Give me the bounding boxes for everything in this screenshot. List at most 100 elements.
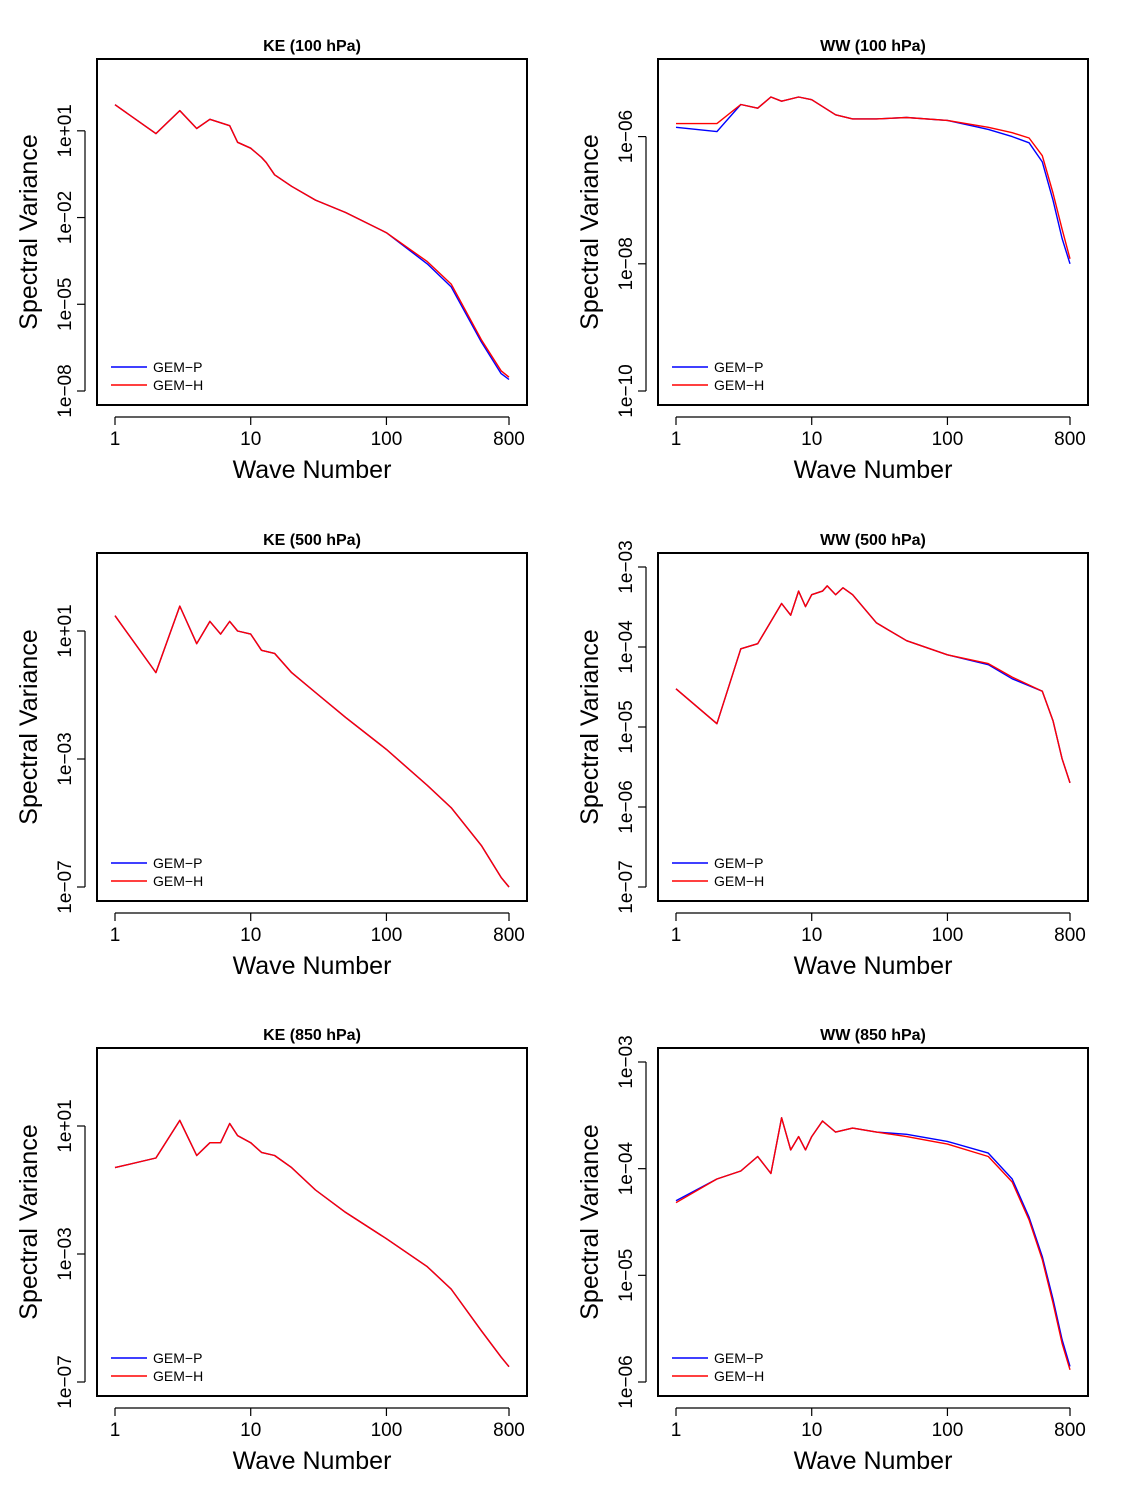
x-tick-label: 10: [240, 925, 261, 946]
plot-frame: [657, 1047, 1089, 1397]
y-tick-label: 1e−03: [55, 732, 76, 785]
legend-label: GEM−P: [714, 855, 763, 871]
chart-title: KE (850 hPa): [263, 1027, 361, 1044]
x-tick-label: 100: [371, 429, 403, 450]
series-line-gem-p: [675, 96, 1071, 265]
chart-panel-5: KE (850 hPa) 1 10 100 800 Wave Number 1e−07 1e−…: [15, 1027, 528, 1475]
x-tick-label: 1: [110, 1420, 121, 1441]
y-tick-label: 1e−07: [55, 860, 76, 913]
y-tick-label: 1e−04: [616, 620, 637, 674]
x-tick-label: 1: [110, 429, 121, 450]
y-axis-label: Spectral Variance: [15, 1124, 43, 1319]
x-tick-label: 10: [801, 1420, 822, 1441]
chart-title: KE (100 hPa): [263, 38, 361, 55]
plot-frame: [96, 1047, 528, 1397]
y-tick-label: 1e−06: [616, 780, 637, 833]
y-tick-label: 1e+01: [55, 104, 76, 157]
y-axis-label: Spectral Variance: [576, 134, 604, 329]
chart-title: WW (100 hPa): [820, 38, 926, 55]
chart-title: KE (500 hPa): [263, 532, 361, 549]
x-axis-label: Wave Number: [794, 952, 953, 980]
y-tick-label: 1e−06: [616, 1355, 637, 1408]
x-tick-label: 800: [1054, 1420, 1086, 1441]
legend-label: GEM−H: [714, 873, 764, 889]
series-line-gem-h: [114, 605, 510, 888]
y-tick-label: 1e+01: [55, 604, 76, 657]
legend-label: GEM−P: [153, 359, 202, 375]
series-line-gem-p: [114, 1119, 510, 1368]
x-tick-label: 800: [493, 1420, 525, 1441]
x-tick-label: 800: [493, 925, 525, 946]
y-tick-label: 1e−05: [616, 1249, 637, 1302]
x-tick-label: 800: [493, 429, 525, 450]
legend-label: GEM−H: [714, 377, 764, 393]
legend-label: GEM−P: [153, 1350, 202, 1366]
y-tick-label: 1e−04: [616, 1142, 637, 1196]
chart-panel-2: WW (100 hPa) 1 10 100 800 Wave Number 1e−10 1e−…: [576, 38, 1089, 484]
series-line-gem-p: [114, 605, 510, 888]
legend-label: GEM−P: [714, 1350, 763, 1366]
y-tick-label: 1e−08: [616, 237, 637, 290]
y-tick-label: 1e−03: [55, 1227, 76, 1280]
y-tick-label: 1e−07: [55, 1355, 76, 1408]
plot-frame: [96, 58, 528, 406]
plot-frame: [657, 58, 1089, 406]
legend-label: GEM−H: [153, 873, 203, 889]
legend-label: GEM−H: [153, 377, 203, 393]
series-line-gem-h: [675, 585, 1071, 784]
series-line-gem-p: [114, 104, 510, 381]
y-tick-label: 1e+01: [55, 1099, 76, 1152]
chart-panel-6: WW (850 hPa) 1 10 100 800 Wave Number 1e−06 1e−…: [576, 1027, 1089, 1475]
x-tick-label: 10: [801, 429, 822, 450]
x-tick-label: 100: [371, 1420, 403, 1441]
series-line-gem-h: [675, 1117, 1071, 1371]
x-axis-label: Wave Number: [233, 456, 392, 484]
y-tick-label: 1e−05: [616, 700, 637, 753]
y-tick-label: 1e−05: [55, 278, 76, 331]
y-tick-label: 1e−08: [55, 364, 76, 417]
series-line-gem-h: [114, 1119, 510, 1368]
chart-panel-1: KE (100 hPa) 1 10 100 800 Wave Number 1e−08 1e−…: [15, 38, 528, 484]
series-line-gem-h: [676, 96, 1071, 259]
y-tick-label: 1e−02: [55, 191, 76, 244]
x-tick-label: 1: [110, 925, 121, 946]
chart-title: WW (500 hPa): [820, 532, 926, 549]
y-tick-label: 1e−07: [616, 860, 637, 913]
y-tick-label: 1e−03: [616, 540, 637, 593]
legend-label: GEM−H: [153, 1368, 203, 1384]
y-tick-label: 1e−03: [616, 1035, 637, 1088]
chart-panel-4: WW (500 hPa) 1 10 100 800 Wave Number 1e−07 1e−…: [576, 532, 1089, 980]
x-tick-label: 100: [932, 1420, 964, 1441]
x-tick-label: 100: [932, 429, 964, 450]
plot-frame: [96, 552, 528, 902]
plot-frame: [657, 552, 1089, 902]
x-tick-label: 800: [1054, 925, 1086, 946]
x-tick-label: 100: [371, 925, 403, 946]
x-axis-label: Wave Number: [794, 1447, 953, 1475]
chart-panel-3: KE (500 hPa) 1 10 100 800 Wave Number 1e−07 1e−…: [15, 532, 528, 980]
y-axis-label: Spectral Variance: [15, 134, 43, 329]
legend-label: GEM−P: [153, 855, 202, 871]
x-axis-label: Wave Number: [794, 456, 953, 484]
y-axis-label: Spectral Variance: [576, 1124, 604, 1319]
series-line-gem-p: [675, 1117, 1071, 1367]
series-line-gem-h: [114, 104, 510, 378]
chart-title: WW (850 hPa): [820, 1027, 926, 1044]
x-tick-label: 1: [671, 1420, 682, 1441]
y-tick-label: 1e−10: [616, 364, 637, 417]
legend-label: GEM−P: [714, 359, 763, 375]
x-tick-label: 10: [240, 1420, 261, 1441]
x-axis-label: Wave Number: [233, 1447, 392, 1475]
x-tick-label: 800: [1054, 429, 1086, 450]
x-axis-label: Wave Number: [233, 952, 392, 980]
y-tick-label: 1e−06: [616, 110, 637, 163]
series-line-gem-p: [675, 585, 1071, 784]
x-tick-label: 10: [801, 925, 822, 946]
x-tick-label: 10: [240, 429, 261, 450]
y-axis-label: Spectral Variance: [15, 629, 43, 824]
x-tick-label: 1: [671, 429, 682, 450]
x-tick-label: 100: [932, 925, 964, 946]
legend-label: GEM−H: [714, 1368, 764, 1384]
x-tick-label: 1: [671, 925, 682, 946]
